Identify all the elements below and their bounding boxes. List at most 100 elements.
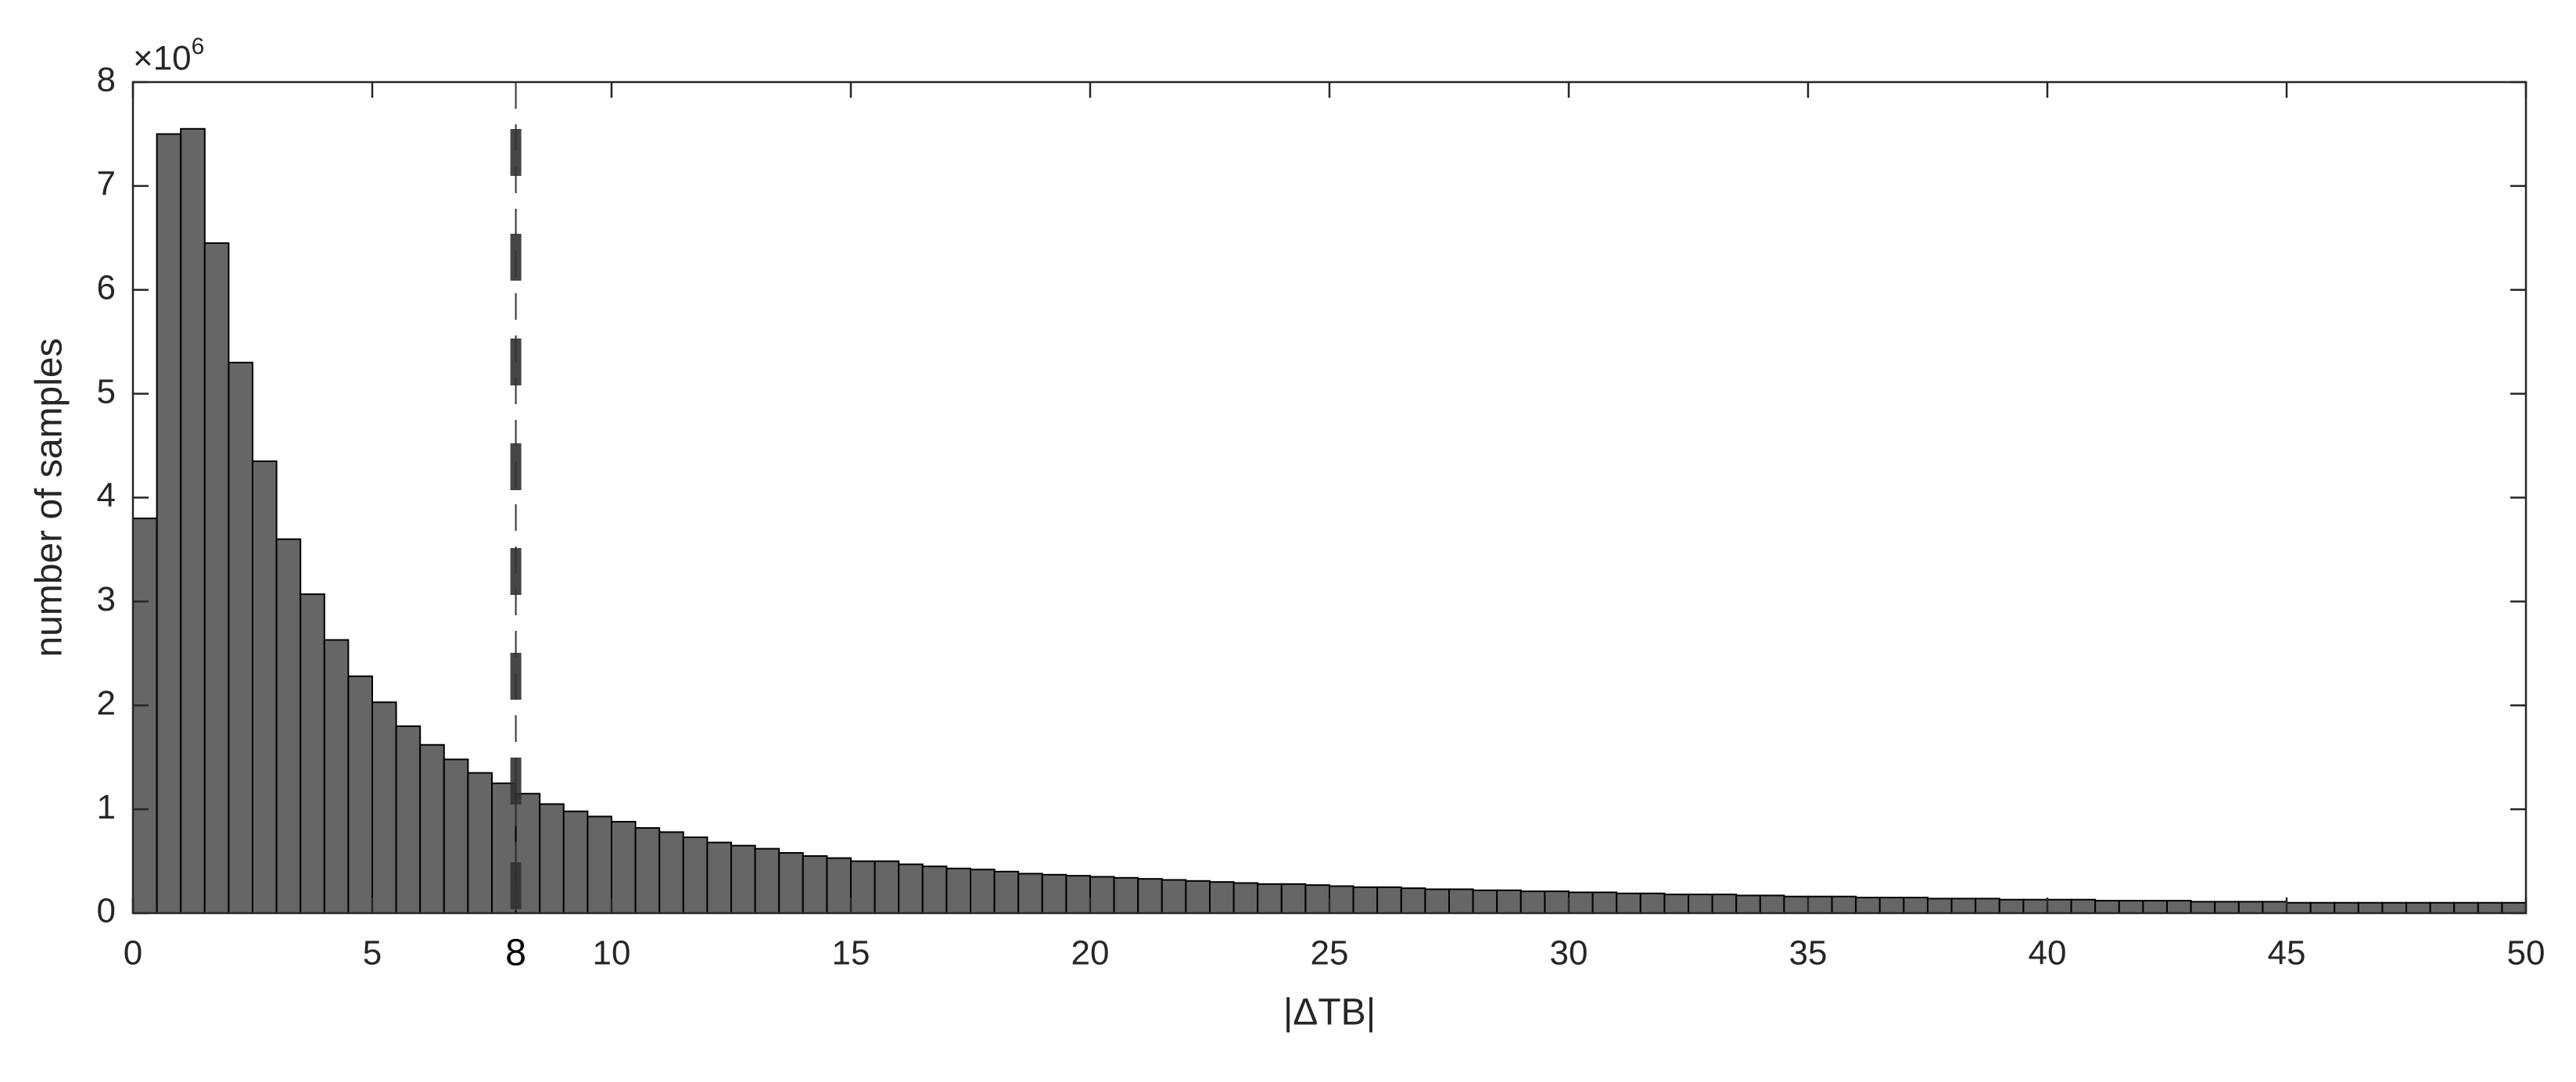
bar (1448, 888, 1474, 914)
x-tick-label: 25 (1311, 934, 1349, 973)
bar (1232, 882, 1259, 915)
bar (228, 361, 253, 914)
bar (1161, 879, 1187, 914)
bar (539, 803, 565, 914)
bar (2237, 901, 2264, 915)
bar (802, 854, 828, 914)
bar (2477, 901, 2503, 915)
x-tick-label: 5 (363, 934, 382, 973)
bar (611, 821, 637, 914)
bar (921, 865, 948, 915)
x-tick-label: 35 (1789, 934, 1828, 973)
bar (874, 860, 900, 914)
bar (1137, 878, 1163, 914)
bar (203, 242, 230, 914)
bar (1639, 892, 1666, 915)
bar (2094, 900, 2120, 915)
y-tick-label: 0 (97, 892, 116, 930)
bar (1376, 886, 1402, 914)
x-tick-label: 45 (2268, 934, 2306, 973)
bar (1185, 880, 1211, 914)
bar (778, 851, 804, 914)
bar (180, 127, 206, 914)
bar (2429, 901, 2456, 915)
bar (658, 831, 684, 915)
x-tick-label: 10 (593, 934, 631, 973)
bar (1352, 886, 1379, 914)
bar (2357, 901, 2384, 915)
y-tick-label: 8 (97, 61, 116, 99)
bar (2501, 901, 2527, 915)
bar (371, 701, 397, 914)
bar (1711, 894, 1738, 915)
bar (1472, 889, 1498, 914)
bar (945, 867, 972, 915)
bar (2334, 901, 2359, 915)
bar (2166, 900, 2192, 915)
bar (1855, 897, 1881, 914)
bar (562, 810, 589, 914)
bar (1591, 891, 1618, 915)
bar (970, 869, 996, 915)
bar (2214, 901, 2240, 915)
bar (252, 460, 278, 914)
bar (467, 772, 493, 915)
bar (634, 827, 661, 914)
bar (2406, 901, 2431, 915)
bar (1998, 898, 2025, 914)
bar (1017, 872, 1043, 914)
bar (1975, 897, 2000, 914)
bar (1759, 894, 1785, 915)
bar (682, 837, 709, 914)
bar (1065, 875, 1092, 915)
threshold-label: 8 (505, 933, 526, 974)
bar (1783, 895, 1809, 914)
bar (1903, 897, 1928, 914)
y-axis-label: number of samples (29, 338, 70, 657)
bar (730, 844, 756, 914)
x-axis-label: |ΔTB| (1283, 992, 1376, 1034)
bar (323, 639, 350, 914)
bar (1519, 890, 1546, 914)
x-tick-label: 0 (124, 934, 142, 973)
bar (1544, 890, 1570, 914)
bar (1568, 891, 1594, 915)
bar (132, 518, 158, 914)
bar (706, 841, 733, 915)
y-multiplier-exponent: 6 (192, 34, 205, 59)
bar (993, 870, 1020, 914)
bar (275, 538, 302, 915)
bar (2286, 901, 2312, 915)
bar (1878, 897, 1905, 914)
bar (347, 675, 373, 914)
x-tick-label: 30 (1550, 934, 1588, 973)
bar (443, 758, 469, 914)
bar (587, 815, 613, 915)
bar (1496, 889, 1522, 914)
y-multiplier-base: ×10 (133, 39, 192, 77)
bar (1329, 885, 1354, 915)
bar (2262, 901, 2287, 915)
bar (850, 860, 876, 914)
bar (300, 593, 325, 914)
bar (1257, 883, 1283, 915)
x-tick-label: 50 (2507, 934, 2546, 973)
bar (1663, 894, 1689, 915)
bar (1807, 895, 1833, 914)
bar (1927, 897, 1953, 914)
bar (1400, 887, 1426, 914)
y-tick-label: 1 (97, 788, 116, 826)
bar (2070, 898, 2097, 914)
y-tick-label: 5 (97, 372, 116, 410)
bar (2453, 901, 2479, 915)
bar (395, 725, 422, 915)
bar (419, 743, 445, 914)
y-tick-label: 4 (97, 476, 116, 514)
bar (754, 847, 780, 915)
bar (1424, 888, 1451, 914)
bar (1209, 881, 1235, 914)
bar (898, 863, 924, 914)
